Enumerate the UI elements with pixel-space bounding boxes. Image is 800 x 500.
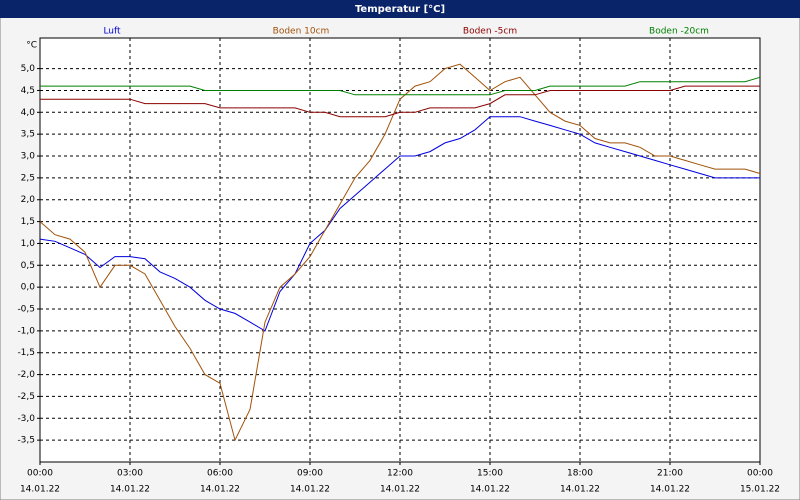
- series-line: [40, 85, 760, 118]
- title-bar: [0, 0, 800, 18]
- y-tick-label: 1,5: [21, 217, 35, 227]
- x-tick-label: 15:00: [477, 469, 503, 479]
- x-tick-date: 14.01.22: [110, 485, 150, 495]
- y-tick-label: -1,0: [17, 326, 35, 336]
- x-tick-label: 18:00: [567, 469, 593, 479]
- y-tick-label: 1,0: [21, 239, 36, 249]
- x-tick-date: 14.01.22: [290, 485, 330, 495]
- y-tick-label: 0,5: [21, 261, 35, 271]
- x-tick-label: 21:00: [657, 469, 683, 479]
- x-tick-date: 15.01.22: [740, 485, 780, 495]
- x-tick-date: 14.01.22: [20, 485, 60, 495]
- x-tick-label: 12:00: [387, 469, 413, 479]
- y-tick-label: 4,5: [21, 86, 35, 96]
- y-tick-label: 3,5: [21, 130, 35, 140]
- chart-title: Temperatur [°C]: [355, 4, 445, 15]
- y-tick-label: -3,5: [17, 436, 35, 446]
- x-tick-date: 14.01.22: [650, 485, 690, 495]
- x-tick-date: 14.01.22: [380, 485, 420, 495]
- y-tick-label: 0,0: [21, 283, 36, 293]
- x-tick-date: 14.01.22: [560, 485, 600, 495]
- x-tick-label: 06:00: [207, 469, 233, 479]
- y-tick-label: 2,0: [21, 195, 36, 205]
- y-tick-label: -1,5: [17, 348, 35, 358]
- plot-frame: [39, 37, 761, 463]
- y-tick-label: -2,5: [17, 392, 35, 402]
- x-tick-date: 14.01.22: [470, 485, 510, 495]
- series-line: [39, 116, 760, 332]
- series-line: [39, 63, 761, 442]
- legend-label: Luft: [103, 27, 121, 37]
- y-tick-label: 3,0: [21, 152, 36, 162]
- y-unit: °C: [26, 41, 37, 51]
- y-tick-label: -2,0: [17, 370, 35, 380]
- y-tick-label: 4,0: [21, 108, 36, 118]
- x-tick-label: 00:00: [747, 469, 773, 479]
- x-tick-date: 14.01.22: [200, 485, 240, 495]
- x-tick-label: 00:00: [27, 469, 53, 479]
- y-tick-label: -3,0: [17, 414, 35, 424]
- legend-label: Boden -5cm: [463, 27, 517, 37]
- y-tick-label: 5,0: [21, 64, 36, 74]
- series-line: [40, 76, 761, 96]
- legend-label: Boden 10cm: [273, 27, 330, 37]
- y-tick-label: -0,5: [17, 305, 35, 315]
- x-tick-label: 09:00: [297, 469, 323, 479]
- x-tick-label: 03:00: [117, 469, 143, 479]
- y-tick-label: 2,5: [21, 173, 35, 183]
- legend-label: Boden -20cm: [649, 27, 709, 37]
